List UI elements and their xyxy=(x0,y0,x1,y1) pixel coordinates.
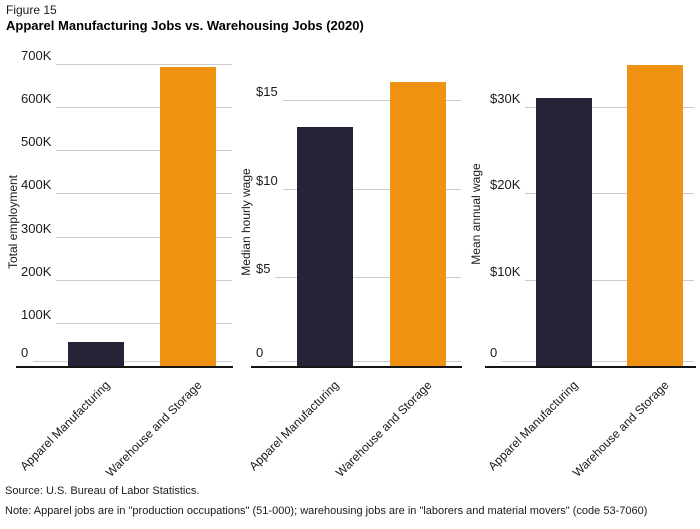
y-tick-label: $10K xyxy=(490,263,521,279)
y-tick-200k: 200K xyxy=(21,265,232,281)
gridline xyxy=(56,279,232,281)
y-tick-label: 500K xyxy=(21,134,52,150)
gridline xyxy=(56,322,232,324)
gridline xyxy=(56,64,232,65)
y-tick-label: $15 xyxy=(256,84,278,99)
source-note: Source: U.S. Bureau of Labor Statistics. xyxy=(5,485,200,497)
y-tick-0: 0 xyxy=(256,346,461,362)
gridline xyxy=(525,279,694,281)
x-label-warehouse-and-storage: Warehouse and Storage xyxy=(333,378,435,480)
y-tick-label: 700K xyxy=(21,48,52,63)
figure-number: Figure 15 xyxy=(6,3,57,17)
gridline xyxy=(525,106,694,108)
y-tick-label: 100K xyxy=(21,306,52,322)
gridline xyxy=(525,193,694,194)
methodology-note: Note: Apparel jobs are in "production oc… xyxy=(5,505,648,517)
y-tick-label: 600K xyxy=(21,91,52,107)
y-tick-label: $20K xyxy=(490,177,521,192)
y-tick-300k: 300K xyxy=(21,222,232,238)
y-tick-label: 0 xyxy=(256,345,264,360)
gridline xyxy=(56,150,232,152)
bar-warehouse-and-storage xyxy=(627,65,683,366)
bar-warehouse-and-storage xyxy=(160,67,216,366)
x-label-apparel-manufacturing: Apparel Manufacturing xyxy=(485,378,581,474)
x-label-apparel-manufacturing: Apparel Manufacturing xyxy=(17,378,113,474)
y-tick-label: 200K xyxy=(21,263,52,279)
y-tick-700k: 700K xyxy=(21,49,232,65)
x-label-warehouse-and-storage: Warehouse and Storage xyxy=(570,378,672,480)
y-tick-10k: $10K xyxy=(490,265,694,281)
bar-apparel-manufacturing xyxy=(297,126,353,366)
y-tick-15: $15 xyxy=(256,85,461,101)
y-tick-label: 0 xyxy=(490,345,498,360)
y-tick-5: $5 xyxy=(256,261,461,279)
y-tick-20k: $20K xyxy=(490,178,694,194)
y-tick-0: 0 xyxy=(490,346,694,362)
x-axis-line xyxy=(485,366,696,368)
gridline xyxy=(56,236,232,238)
gridline xyxy=(282,188,461,190)
y-tick-label: 400K xyxy=(21,177,52,193)
x-axis-line xyxy=(16,366,233,368)
gridline xyxy=(56,107,232,109)
y-tick-30k: $30K xyxy=(490,92,694,108)
y-tick-label: $10 xyxy=(256,172,278,188)
y-tick-label: 300K xyxy=(21,220,52,236)
bar-apparel-manufacturing xyxy=(536,97,592,366)
y-tick-label: $30K xyxy=(490,90,521,106)
y-axis-title-median-hourly-wage: Median hourly wage xyxy=(239,168,253,276)
y-tick-100k: 100K xyxy=(21,308,232,324)
gridline xyxy=(502,361,694,362)
y-tick-10: $10 xyxy=(256,174,461,190)
gridline xyxy=(275,277,461,279)
y-tick-0: 0 xyxy=(21,346,232,362)
x-label-warehouse-and-storage: Warehouse and Storage xyxy=(103,378,205,480)
y-tick-400k: 400K xyxy=(21,177,232,195)
gridline xyxy=(282,100,461,101)
y-axis-title-mean-annual-wage: Mean annual wage xyxy=(469,163,483,265)
y-tick-500k: 500K xyxy=(21,134,232,152)
y-tick-label: 0 xyxy=(21,345,29,360)
gridline xyxy=(56,193,232,195)
bar-apparel-manufacturing xyxy=(68,342,124,366)
x-label-apparel-manufacturing: Apparel Manufacturing xyxy=(246,378,342,474)
y-tick-600k: 600K xyxy=(21,91,232,109)
y-axis-title-total-employment: Total employment xyxy=(6,174,20,270)
x-axis-line xyxy=(251,366,462,368)
figure-title: Apparel Manufacturing Jobs vs. Warehousi… xyxy=(6,18,364,33)
bar-warehouse-and-storage xyxy=(390,82,446,366)
y-tick-label: $5 xyxy=(256,261,271,277)
gridline xyxy=(33,361,232,362)
gridline xyxy=(268,361,461,362)
